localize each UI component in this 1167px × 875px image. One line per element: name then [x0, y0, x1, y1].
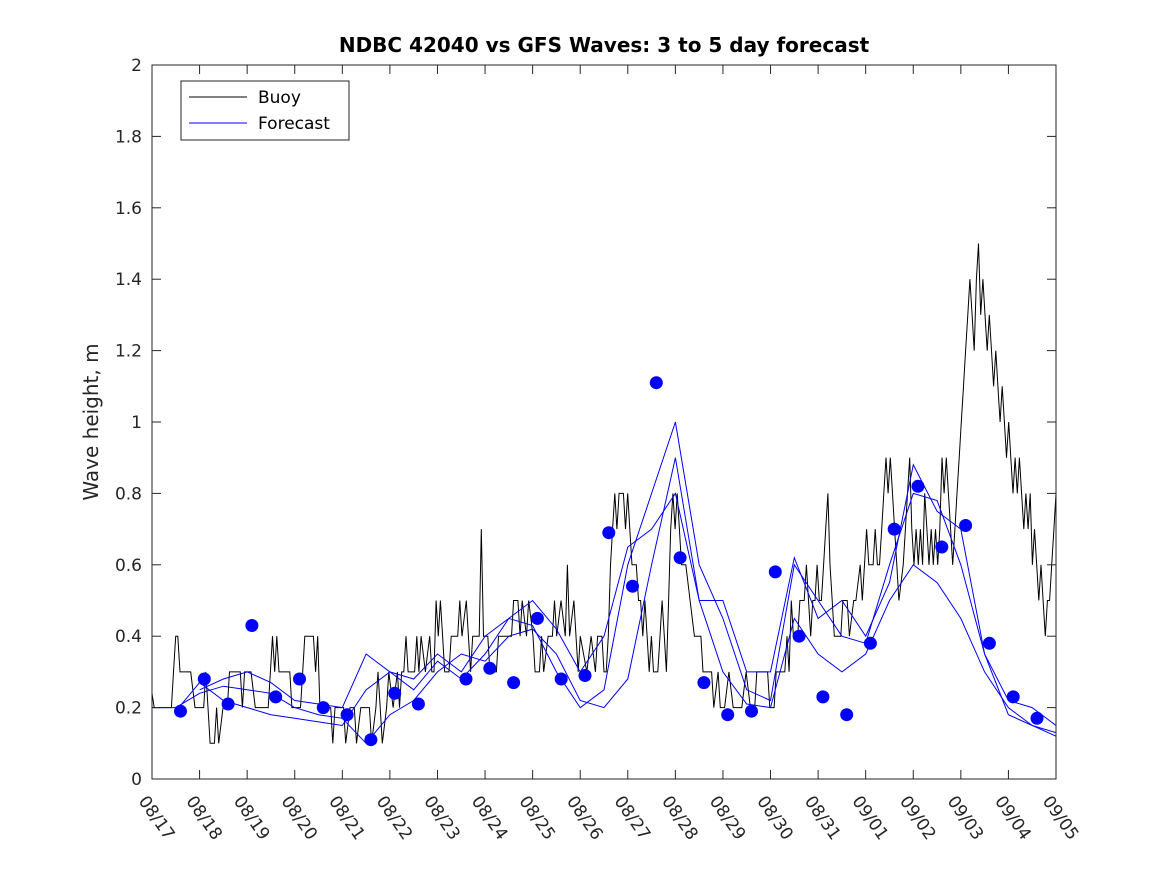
forecast-marker: [768, 565, 782, 579]
forecast-marker: [459, 672, 473, 686]
forecast-marker: [792, 629, 806, 643]
y-tick-label: 2: [131, 56, 142, 76]
forecast-marker: [602, 526, 616, 540]
y-tick-label: 0.4: [115, 627, 142, 647]
y-tick-label: 1.2: [115, 342, 142, 362]
forecast-marker: [269, 690, 283, 704]
forecast-marker: [697, 676, 711, 690]
y-tick-label: 0.8: [115, 484, 142, 504]
forecast-marker: [816, 690, 830, 704]
forecast-marker: [863, 636, 877, 650]
y-tick-label: 1: [131, 413, 142, 433]
forecast-marker: [245, 619, 259, 632]
chart-title: NDBC 42040 vs GFS Waves: 3 to 5 day fore…: [339, 33, 870, 57]
forecast-marker: [293, 672, 306, 686]
y-axis-label: Wave height, m: [79, 343, 103, 500]
forecast-marker: [626, 579, 639, 593]
y-tick-label: 0.6: [115, 556, 142, 576]
forecast-marker: [388, 686, 402, 700]
forecast-marker: [1006, 690, 1020, 704]
forecast-marker: [507, 676, 521, 690]
forecast-marker: [721, 708, 735, 722]
forecast-marker: [887, 522, 901, 536]
forecast-marker: [840, 708, 854, 722]
forecast-marker: [673, 551, 687, 565]
forecast-marker: [578, 669, 592, 682]
forecast-series-line-1: [152, 457, 1056, 745]
plot-area: [152, 65, 1056, 779]
forecast-marker: [982, 636, 996, 650]
legend-box: [180, 80, 350, 141]
buoy-series-line: [152, 243, 1056, 744]
forecast-marker: [649, 376, 663, 390]
forecast-marker: [1030, 711, 1044, 725]
forecast-marker: [340, 708, 354, 722]
series-group: [152, 243, 1056, 747]
legend-forecast-label: Forecast: [258, 114, 330, 134]
forecast-marker: [411, 697, 425, 711]
forecast-marker: [221, 697, 235, 711]
legend-buoy-label: Buoy: [258, 88, 301, 108]
y-tick-label: 1.4: [115, 270, 142, 290]
forecast-marker: [197, 672, 211, 686]
forecast-marker: [935, 540, 949, 554]
legend: Buoy Forecast: [180, 80, 350, 141]
forecast-series-line-2: [175, 421, 1056, 734]
forecast-marker: [364, 733, 378, 747]
forecast-marker: [174, 704, 187, 718]
forecast-marker: [911, 479, 925, 493]
y-tick-label: 0.2: [115, 699, 142, 719]
y-tick-label: 0: [131, 770, 142, 790]
forecast-marker: [554, 672, 568, 686]
y-tick-label: 1.6: [115, 199, 142, 219]
forecast-marker: [745, 704, 758, 718]
forecast-marker: [316, 701, 330, 715]
forecast-series-line-3: [199, 463, 1056, 726]
forecast-marker: [530, 611, 544, 625]
y-tick-label: 1.8: [115, 127, 142, 147]
forecast-marker: [959, 519, 973, 532]
forecast-marker: [483, 661, 497, 675]
